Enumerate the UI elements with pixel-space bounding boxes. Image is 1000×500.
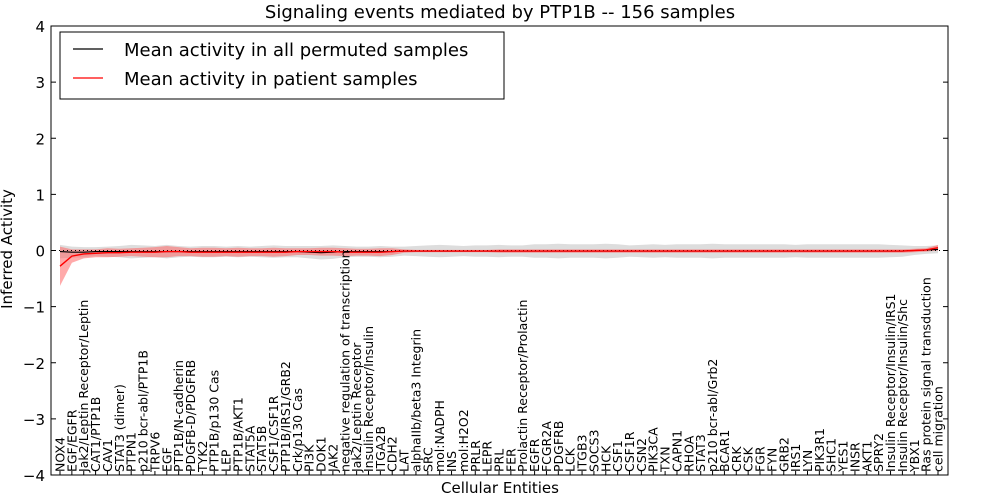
y-tick-label: −3 [23, 411, 45, 429]
x-tick-label: cell migration [931, 386, 946, 472]
y-tick-label: 0 [35, 243, 45, 261]
x-tick-label: ITGA2B [373, 426, 388, 472]
x-tick-label: PTPN1 [124, 432, 139, 472]
x-tick-label: STAT3 [693, 434, 708, 472]
x-tick-label: PDGFB-D/PDGFRB [183, 360, 198, 472]
x-tick-label: SPRY2 [871, 433, 886, 472]
x-tick-label: Prolactin Receptor/Prolactin [515, 300, 530, 472]
x-tick-label: CSF1R [622, 431, 637, 472]
chart-title: Signaling events mediated by PTP1B -- 15… [265, 2, 735, 23]
x-tick-label: Insulin Receptor/Insulin/Shc [895, 299, 910, 472]
x-tick-label: CSF1/CSF1R [266, 395, 281, 472]
x-tick-label: LAT [397, 449, 412, 472]
x-tick-label: alphaIIb/beta3 Integrin [408, 329, 423, 472]
x-tick-label: negative regulation of transcription [337, 250, 352, 472]
x-tick-label: CAV1 [100, 439, 115, 472]
x-tick-label: LEPR [480, 441, 495, 472]
x-tick-label: EGF/EGFR [64, 409, 79, 472]
x-tick-label: EGFR [527, 438, 542, 472]
x-tick-label: STAT5A [242, 425, 257, 472]
y-axis-label: Inferred Activity [0, 189, 16, 309]
x-tick-label: Insulin Receptor/Insulin/IRS1 [883, 293, 898, 471]
x-tick-label: LCK [563, 447, 578, 472]
x-tick-label: mol:NADPH [432, 400, 447, 472]
x-tick-label: Insulin Receptor/Insulin [361, 326, 376, 472]
x-tick-label: PRLR [468, 440, 483, 472]
x-tick-label: YES1 [836, 441, 851, 473]
y-tick-label: 1 [35, 186, 45, 204]
x-tick-label: FCGR2A [539, 421, 554, 472]
legend-label-patient: Mean activity in patient samples [124, 69, 418, 90]
x-tick-label: CRK [729, 446, 744, 472]
x-tick-label: JAK2 [325, 444, 340, 473]
x-tick-label: TYK2 [195, 441, 210, 473]
x-tick-label: LEP [219, 449, 234, 472]
x-tick-label: PTP1B/AKT1 [231, 397, 246, 472]
x-tick-label: SHC1 [824, 438, 839, 472]
x-tick-label: Crk/p130 Cas [290, 388, 305, 472]
x-tick-label: STAT5B [254, 426, 269, 472]
x-tick-label: HCK [598, 445, 613, 472]
x-tick-label: PRL [492, 449, 507, 472]
x-tick-label: Ras protein signal transduction [919, 277, 934, 472]
x-tick-label: STAT3 (dimer) [112, 384, 127, 472]
y-tick-label: 3 [35, 74, 45, 92]
x-tick-label: CSF1 [610, 440, 625, 472]
x-tick-label: PI3K [302, 444, 317, 472]
x-tick-label: SOCS3 [586, 430, 601, 472]
legend: Mean activity in all permuted samples Me… [59, 31, 505, 100]
x-tick-label: TXN [658, 446, 673, 473]
x-tick-label: p210 bcr-abl/PTP1B [136, 350, 151, 472]
x-tick-label: PTP1B/p130 Cas [207, 370, 222, 472]
x-tick-label: Jak2/Leptin Receptor/Leptin [76, 300, 91, 473]
x-tick-label: CDH2 [385, 436, 400, 472]
x-tick-label: PIK3R1 [812, 428, 827, 472]
x-tick-label: Jak2/Leptin Receptor [349, 342, 364, 473]
x-tick-label: NOX4 [53, 437, 68, 472]
x-tick-label: DOK1 [314, 436, 329, 472]
y-tick-label: −4 [23, 467, 45, 485]
x-tick-label: p210 bcr-abl/Grb2 [705, 359, 720, 472]
y-tick-label: −2 [23, 355, 45, 373]
legend-label-permuted: Mean activity in all permuted samples [124, 40, 468, 61]
x-tick-label: YBX1 [907, 439, 922, 473]
series-line-1 [59, 247, 939, 267]
x-tick-label: FYN [764, 448, 779, 472]
x-tick-label: PDGFRB [551, 421, 566, 472]
x-tick-label: FER [503, 448, 518, 472]
x-tick-label: TRPV6 [147, 432, 162, 473]
y-tick-label: 2 [35, 130, 45, 148]
x-tick-label: FGR [753, 446, 768, 472]
x-tick-label: IRS1 [788, 444, 803, 472]
x-tick-label: CSK [741, 446, 756, 472]
x-tick-label: INSR [847, 442, 862, 472]
x-tick-label: GRB2 [776, 437, 791, 472]
band-1 [60, 244, 938, 286]
x-tick-label: RHOA [681, 435, 696, 472]
x-tick-label: AKT1 [859, 441, 874, 472]
x-tick-label: mol:H2O2 [456, 409, 471, 472]
x-tick-label: SRC [420, 447, 435, 472]
x-tick-label: EGF [159, 447, 174, 472]
y-tick-label: 4 [35, 18, 45, 36]
x-tick-label: BCAR1 [717, 430, 732, 472]
x-tick-label: CAT1/PTP1B [88, 397, 103, 472]
x-tick-label: ITGB3 [575, 434, 590, 472]
x-tick-label: PIK3CA [646, 427, 661, 472]
x-tick-label: LYN [800, 450, 815, 472]
x-axis-label: Cellular Entities [441, 479, 559, 497]
y-tick-label: −1 [23, 299, 45, 317]
x-tick-label: CSN2 [634, 438, 649, 472]
x-tick-label: INS [444, 451, 459, 472]
x-tick-label: PTP1B/N-cadherin [171, 360, 186, 472]
legend-box [59, 31, 505, 100]
x-tick-label: PTP1B/IRS1/GRB2 [278, 361, 293, 472]
x-tick-label: CAPN1 [670, 430, 685, 472]
